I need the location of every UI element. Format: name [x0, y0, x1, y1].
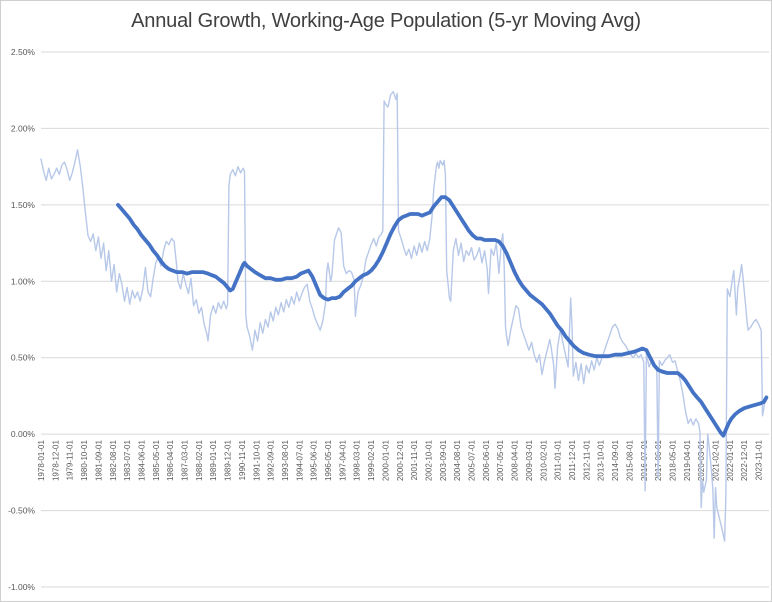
x-tick-label: 2010-02-01 [539, 440, 548, 481]
x-tick-label: 1999-02-01 [367, 440, 376, 481]
x-tick-label: 1984-06-01 [138, 440, 147, 481]
x-tick-label: 2022-01-01 [726, 440, 735, 481]
y-tick-label: 2.50% [11, 47, 36, 57]
x-tick-label: 1980-10-01 [80, 440, 89, 481]
x-tick-label: 2012-11-01 [582, 440, 591, 481]
x-tick-label: 1987-03-01 [181, 440, 190, 481]
x-tick-label: 2006-06-01 [482, 440, 491, 481]
x-tick-label: 1989-01-01 [209, 440, 218, 481]
x-tick-label: 1989-12-01 [224, 440, 233, 481]
y-tick-label: 0.50% [11, 353, 36, 363]
x-tick-label: 2003-09-01 [439, 440, 448, 481]
x-tick-label: 1994-07-01 [295, 440, 304, 481]
y-tick-label: -1.00% [8, 582, 35, 592]
x-tick-label: 2007-05-01 [496, 440, 505, 481]
y-tick-label: -0.50% [8, 506, 35, 516]
x-tick-label: 2000-01-01 [381, 440, 390, 481]
x-tick-label: 2018-05-01 [669, 440, 678, 481]
x-tick-label: 1988-02-01 [195, 440, 204, 481]
x-tick-label: 2023-11-01 [755, 440, 764, 481]
x-tick-label: 2009-03-01 [525, 440, 534, 481]
x-tick-label: 2008-04-01 [511, 440, 520, 481]
x-tick-label: 1997-04-01 [338, 440, 347, 481]
x-tick-label: 1979-11-01 [66, 440, 75, 481]
moving-average-line [116, 195, 769, 438]
x-tick-label: 1982-08-01 [109, 440, 118, 481]
x-tick-label: 1991-10-01 [252, 440, 261, 481]
x-tick-label: 2014-09-01 [611, 440, 620, 481]
x-tick-label: 1981-09-01 [94, 440, 103, 481]
y-axis-labels: 2.50% 2.00% 1.50% 1.00% 0.50% 0.00% -0.50% -1.0… [8, 47, 35, 592]
monthly-growth-line [40, 90, 768, 542]
x-tick-label: 2000-12-01 [396, 440, 405, 481]
x-tick-label: 1983-07-01 [123, 440, 132, 481]
x-tick-label: 2002-10-01 [425, 440, 434, 481]
chart-title: Annual Growth, Working-Age Population (5… [131, 10, 641, 32]
x-axis-labels: 1978-01-01 1978-12-01 1979-11-01 1980-10-01… [37, 440, 764, 481]
gridlines [41, 51, 769, 588]
x-tick-label: 2004-08-01 [453, 440, 462, 481]
x-tick-label: 2015-08-01 [625, 440, 634, 481]
y-tick-label: 2.00% [11, 123, 36, 133]
x-tick-label: 1985-05-01 [152, 440, 161, 481]
x-tick-label: 2011-12-01 [568, 440, 577, 481]
x-tick-label: 1996-05-01 [324, 440, 333, 481]
x-tick-label: 2019-04-01 [683, 440, 692, 481]
x-tick-label: 2001-11-01 [410, 440, 419, 481]
x-tick-label: 1995-06-01 [310, 440, 319, 481]
x-tick-label: 2020-03-01 [697, 440, 706, 481]
y-tick-label: 1.50% [11, 200, 36, 210]
y-tick-label: 0.00% [11, 429, 36, 439]
x-tick-label: 1992-09-01 [267, 440, 276, 481]
x-tick-label: 1998-03-01 [353, 440, 362, 481]
x-tick-label: 2013-10-01 [597, 440, 606, 481]
x-tick-label: 2022-12-01 [740, 440, 749, 481]
x-tick-label: 2021-02-01 [712, 440, 721, 481]
y-tick-label: 1.00% [11, 276, 36, 286]
series-lines [40, 90, 769, 542]
x-tick-label: 2005-07-01 [468, 440, 477, 481]
x-tick-label: 2011-01-01 [554, 440, 563, 481]
x-tick-label: 1978-01-01 [37, 440, 46, 481]
x-tick-label: 1986-04-01 [166, 440, 175, 481]
x-tick-label: 1993-08-01 [281, 440, 290, 481]
x-tick-label: 1990-11-01 [238, 440, 247, 481]
x-tick-label: 1978-12-01 [51, 440, 60, 481]
